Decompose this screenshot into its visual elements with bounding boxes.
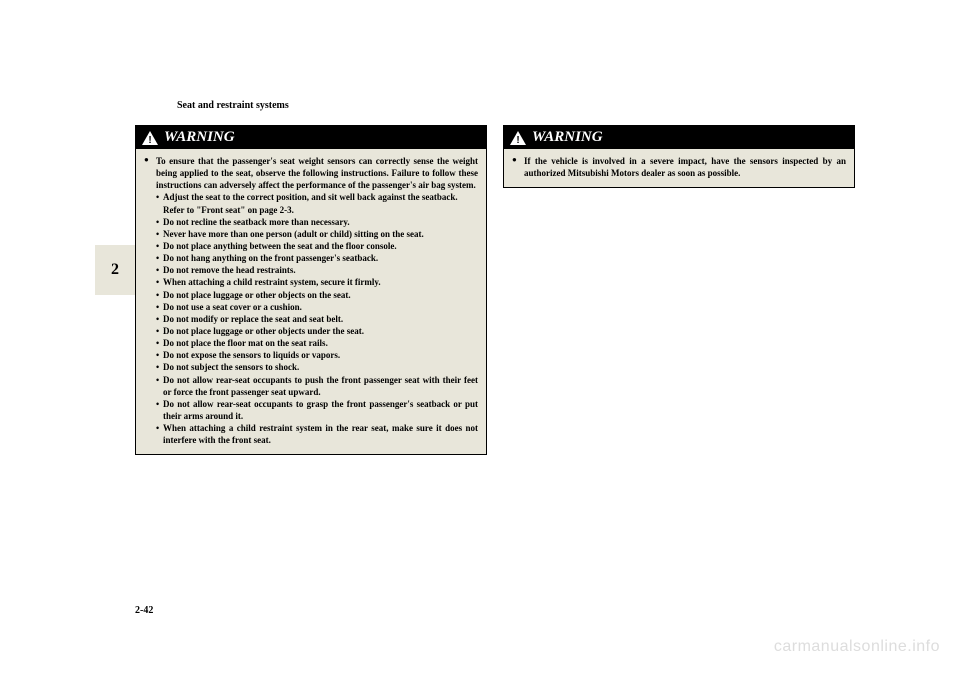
warning-sub-item: Do not allow rear-seat occupants to gras… <box>156 398 478 422</box>
svg-text:!: ! <box>148 135 151 145</box>
svg-text:!: ! <box>516 135 519 145</box>
warning-sub-item: Do not subject the sensors to shock. <box>156 361 478 373</box>
warning-box-1: ! WARNING To ensure that the passenger's… <box>135 125 487 455</box>
warning-sub-item: Do not remove the head restraints. <box>156 264 478 276</box>
warning-sub-item: Never have more than one person (adult o… <box>156 228 478 240</box>
warning-sub-item: Do not allow rear-seat occupants to push… <box>156 374 478 398</box>
warning-lead-text: If the vehicle is involved in a severe i… <box>512 155 846 179</box>
warning-sub-item: When attaching a child restraint system … <box>156 422 478 446</box>
warning-lead-text: To ensure that the passenger's seat weig… <box>144 155 478 191</box>
warning-sub-item: Do not place anything between the seat a… <box>156 240 478 252</box>
warning-sub-item: Do not modify or replace the seat and se… <box>156 313 478 325</box>
warning-sub-item: When attaching a child restraint system,… <box>156 276 478 288</box>
warning-sub-item: Do not hang anything on the front passen… <box>156 252 478 264</box>
warning-sub-item: Do not place luggage or other objects on… <box>156 289 478 301</box>
warning-label: WARNING <box>164 129 235 146</box>
warning-sub-list: Adjust the seat to the correct position,… <box>144 191 478 446</box>
warning-label: WARNING <box>532 129 603 146</box>
warning-sub-item: Do not recline the seatback more than ne… <box>156 216 478 228</box>
warning-header: ! WARNING <box>504 126 854 149</box>
warning-sub-item: Do not place luggage or other objects un… <box>156 325 478 337</box>
warning-box-2: ! WARNING If the vehicle is involved in … <box>503 125 855 188</box>
page-content: Seat and restraint systems ! WARNING To … <box>115 100 855 455</box>
warning-sub-item: Adjust the seat to the correct position,… <box>156 191 478 215</box>
content-columns: ! WARNING To ensure that the passenger's… <box>135 125 855 455</box>
warning-header: ! WARNING <box>136 126 486 149</box>
warning-body-1: To ensure that the passenger's seat weig… <box>136 149 486 454</box>
warning-triangle-icon: ! <box>142 131 158 145</box>
warning-sub-item: Do not place the floor mat on the seat r… <box>156 337 478 349</box>
warning-triangle-icon: ! <box>510 131 526 145</box>
watermark: carmanualsonline.info <box>774 638 940 656</box>
warning-sub-item: Do not use a seat cover or a cushion. <box>156 301 478 313</box>
section-header: Seat and restraint systems <box>177 100 855 111</box>
warning-sub-note: Refer to "Front seat" on page 2-3. <box>163 204 478 216</box>
column-right: ! WARNING If the vehicle is involved in … <box>503 125 855 455</box>
warning-sub-item: Do not expose the sensors to liquids or … <box>156 349 478 361</box>
page-number: 2-42 <box>135 605 153 616</box>
warning-body-2: If the vehicle is involved in a severe i… <box>504 149 854 187</box>
column-left: ! WARNING To ensure that the passenger's… <box>135 125 487 455</box>
